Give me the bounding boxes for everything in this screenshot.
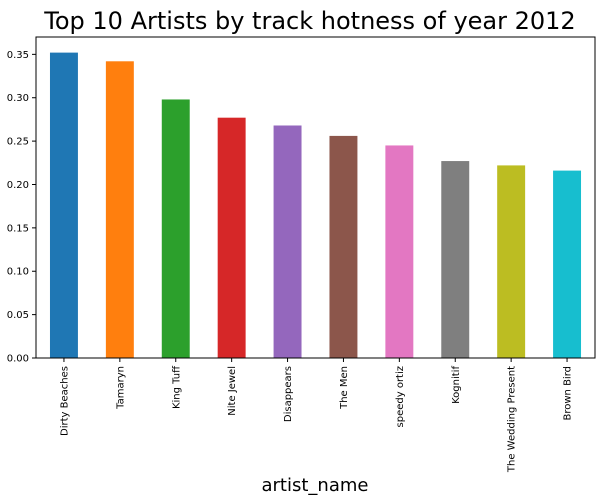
chart-title: Top 10 Artists by track hotness of year …	[43, 7, 575, 35]
x-tick-label: Nite Jewel	[227, 366, 238, 416]
y-tick-label: 0.20	[7, 180, 29, 191]
y-tick-label: 0.30	[7, 93, 29, 104]
y-tick-label: 0.00	[7, 354, 29, 365]
y-axis: 0.00 0.05 0.10 0.15 0.20 0.25 0.30 0.35	[7, 50, 36, 365]
bar-king-tuff	[161, 99, 190, 358]
y-tick-label: 0.25	[7, 137, 29, 148]
x-tick-label: Brown Bird	[563, 366, 574, 421]
bar-disappears	[273, 125, 302, 359]
x-tick-label: speedy ortiz	[395, 366, 406, 427]
bar-tamaryn	[105, 61, 134, 358]
x-axis-label: artist_name	[262, 475, 369, 496]
x-axis: Dirty Beaches Tamaryn King Tuff Nite Jewel D…	[59, 358, 574, 473]
x-tick-label: Tamaryn	[115, 366, 126, 410]
bar-the-wedding-present	[497, 165, 526, 358]
y-tick-label: 0.15	[7, 223, 29, 234]
x-tick-label: Dirty Beaches	[59, 366, 70, 436]
y-tick-label: 0.05	[7, 310, 29, 321]
x-tick-label: Kognitif	[451, 366, 462, 404]
x-tick-label: The Wedding Present	[507, 366, 518, 473]
x-tick-label: King Tuff	[171, 365, 182, 409]
x-tick-label: The Men	[339, 366, 350, 410]
bar-speedy-ortiz	[385, 145, 414, 358]
bar-the-men	[329, 135, 358, 358]
y-tick-label: 0.35	[7, 50, 29, 61]
bar-kognitif	[441, 161, 470, 358]
y-tick-label: 0.10	[7, 267, 29, 278]
bar-dirty-beaches	[49, 52, 78, 359]
bar-brown-bird	[553, 170, 582, 358]
plot-frame	[35, 36, 596, 359]
bar-nite-jewel	[217, 117, 246, 359]
bars	[49, 52, 582, 359]
x-tick-label: Disappears	[283, 366, 294, 422]
